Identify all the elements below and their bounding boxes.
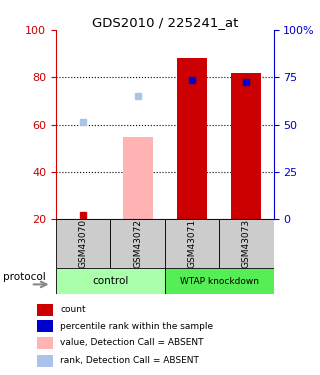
Text: count: count	[60, 305, 86, 314]
Text: GSM43073: GSM43073	[242, 219, 251, 268]
Bar	[219, 219, 274, 268]
Bar	[165, 268, 274, 294]
Bar	[177, 58, 207, 219]
Bar	[37, 355, 53, 367]
Bar	[165, 219, 219, 268]
Bar	[56, 219, 110, 268]
Text: protocol: protocol	[3, 272, 45, 282]
Text: control: control	[92, 276, 129, 286]
Bar	[123, 136, 153, 219]
Title: GDS2010 / 225241_at: GDS2010 / 225241_at	[92, 16, 238, 29]
Bar	[37, 337, 53, 349]
Text: value, Detection Call = ABSENT: value, Detection Call = ABSENT	[60, 338, 204, 347]
Bar	[110, 219, 165, 268]
Text: WTAP knockdown: WTAP knockdown	[180, 277, 259, 286]
Text: GSM43070: GSM43070	[79, 219, 88, 268]
Text: GSM43072: GSM43072	[133, 219, 142, 268]
Text: GSM43071: GSM43071	[188, 219, 196, 268]
Text: rank, Detection Call = ABSENT: rank, Detection Call = ABSENT	[60, 356, 199, 365]
Bar	[56, 268, 165, 294]
Bar	[37, 320, 53, 332]
Text: percentile rank within the sample: percentile rank within the sample	[60, 322, 213, 331]
Bar	[231, 73, 261, 219]
Bar	[37, 304, 53, 316]
